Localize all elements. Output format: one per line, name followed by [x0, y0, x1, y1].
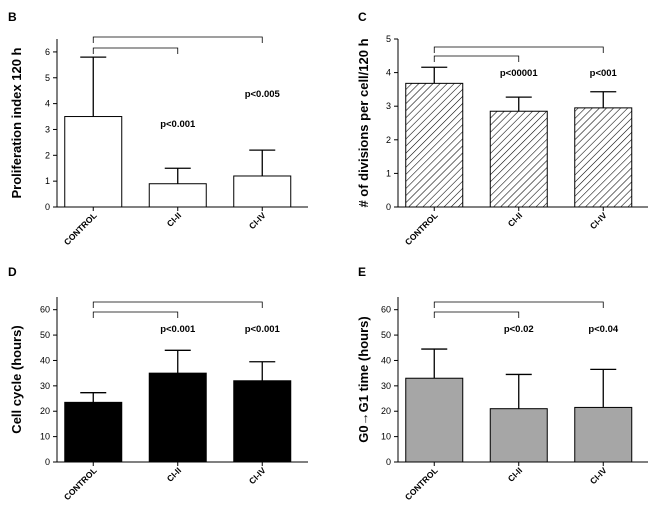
- panel-d-category-label-2: CI-IV: [247, 465, 268, 486]
- panel-c-bar-2: [574, 107, 633, 208]
- panel-d-category-label-0: CONTROL: [62, 465, 99, 502]
- panel-b-bracket-inner: [92, 47, 179, 54]
- panel-e-pvalue-0: p<0.02: [504, 324, 534, 335]
- panel-c-ytick-label-5: 5: [386, 34, 391, 44]
- panel-d-bracket-inner: [92, 311, 179, 318]
- panel-d-letter: D: [8, 265, 17, 279]
- panel-d-ytick-label-4: 40: [40, 355, 50, 365]
- panel-c-bar-1: [489, 110, 548, 208]
- panel-e-ytick-label-3: 30: [381, 381, 391, 391]
- panel-b-bracket-outer: [92, 36, 263, 43]
- panel-e-category-label-0: CONTROL: [403, 465, 440, 502]
- panel-c-category-label-2: CI-IV: [588, 210, 609, 231]
- panel-e-bar-2: [574, 406, 633, 463]
- panel-e-pvalue-1: p<0.04: [588, 324, 619, 335]
- panel-c-bracket-outer: [433, 46, 604, 53]
- panel-b-ylabel: Proliferation index 120 h: [9, 47, 24, 198]
- panel-b-letter: B: [8, 10, 17, 24]
- panel-c-letter: C: [358, 10, 367, 24]
- panel-e-ytick-label-0: 0: [386, 457, 391, 467]
- panel-d-bar-1: [148, 372, 207, 463]
- panel-c-ytick-label-1: 1: [386, 168, 391, 178]
- panel-b-bar-1: [148, 183, 207, 208]
- panel-e-ytick-label-4: 40: [381, 355, 391, 365]
- panel-b-pvalue-1: p<0.005: [245, 89, 281, 100]
- panel-c-category-label-1: CI-II: [506, 210, 524, 228]
- panel-d-ytick-label-5: 50: [40, 330, 50, 340]
- panel-e-ytick-label-1: 10: [381, 432, 391, 442]
- panel-e-letter: E: [358, 265, 366, 279]
- panel-e-bar-0: [405, 377, 464, 463]
- panel-b-bar-0: [64, 116, 123, 208]
- panel-c-ytick-label-3: 3: [386, 101, 391, 111]
- panel-e-bar-1: [489, 408, 548, 463]
- panel-c-category-label-0: CONTROL: [403, 210, 440, 247]
- panel-d-ytick-label-2: 20: [40, 406, 50, 416]
- panel-d-bar-2: [233, 380, 292, 463]
- panel-b-ytick-label-5: 5: [45, 73, 50, 83]
- panel-e-ytick-label-5: 50: [381, 330, 391, 340]
- panel-b-category-label-1: CI-II: [165, 210, 183, 228]
- panel-d-ytick-label-6: 60: [40, 305, 50, 315]
- panel-e-bracket-inner: [433, 311, 520, 318]
- panel-d-ytick-label-0: 0: [45, 457, 50, 467]
- panel-e-ytick-label-2: 20: [381, 406, 391, 416]
- panel-d-ytick-label-3: 30: [40, 381, 50, 391]
- panel-b-category-label-0: CONTROL: [62, 210, 99, 247]
- panel-d-ylabel: Cell cycle (hours): [9, 325, 24, 433]
- panel-e-category-label-2: CI-IV: [588, 465, 609, 486]
- panel-d-bar-0: [64, 401, 123, 463]
- panel-b-ytick-label-3: 3: [45, 124, 50, 134]
- panel-b-ytick-label-2: 2: [45, 150, 50, 160]
- panel-d-bracket-outer: [92, 301, 263, 308]
- panel-c-pvalue-0: p<00001: [500, 68, 538, 79]
- panel-b-ytick-label-6: 6: [45, 47, 50, 57]
- panel-c-ytick-label-4: 4: [386, 68, 391, 78]
- panel-e-category-label-1: CI-II: [506, 465, 524, 483]
- panel-d-pvalue-1: p<0.001: [245, 324, 281, 335]
- panel-d-ytick-label-1: 10: [40, 432, 50, 442]
- panel-b-pvalue-0: p<0.001: [160, 119, 196, 130]
- panel-b-bar-2: [233, 175, 292, 208]
- panel-c-bracket-inner: [433, 55, 520, 62]
- panel-b-ytick-label-0: 0: [45, 202, 50, 212]
- panel-b-category-label-2: CI-IV: [247, 210, 268, 231]
- panel-e-bracket-outer: [433, 301, 604, 308]
- panel-c-ytick-label-2: 2: [386, 135, 391, 145]
- panel-e-ylabel: G0→G1 time (hours): [356, 316, 371, 442]
- panel-c-pvalue-1: p<001: [590, 68, 618, 79]
- panel-b-ytick-label-1: 1: [45, 176, 50, 186]
- panel-c-ylabel: # of divisions per cell/120 h: [356, 38, 371, 207]
- panel-c-ytick-label-0: 0: [386, 202, 391, 212]
- panel-d-pvalue-0: p<0.001: [160, 324, 196, 335]
- panel-b-ytick-label-4: 4: [45, 99, 50, 109]
- panel-e-ytick-label-6: 60: [381, 305, 391, 315]
- panel-c-bar-0: [405, 82, 464, 208]
- panel-d-category-label-1: CI-II: [165, 465, 183, 483]
